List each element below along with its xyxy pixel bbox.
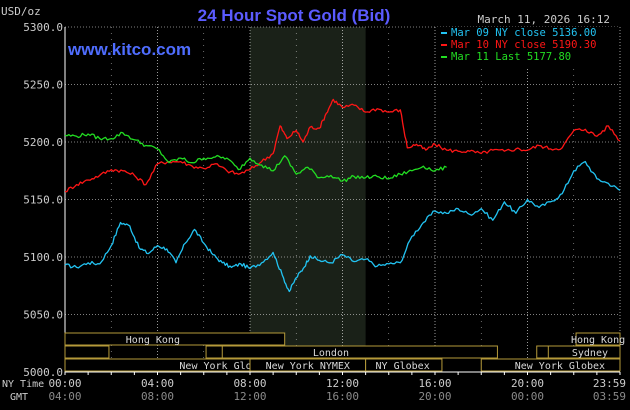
x-tick-label-gmt: 16:00	[326, 390, 359, 403]
series-lines	[64, 98, 621, 293]
x-tick-label-gmt: 08:00	[141, 390, 174, 403]
x-tick-label-ny: 20:00	[511, 377, 544, 390]
timestamp: March 11, 2026 16:12	[478, 13, 610, 26]
legend-label: Mar 09 NY close 5136.00	[451, 27, 596, 39]
x-tick-label-gmt: 03:59	[593, 390, 626, 403]
session-label: New York NYMEX	[266, 361, 350, 372]
y-tick-label: 5200.0	[23, 136, 63, 149]
session-label: New York Globex	[179, 361, 269, 372]
x-axis-labels: 00:00 04:00 08:00 12:00 16:00 20:00 23:5904:00…	[48, 377, 626, 403]
x-axis-gmt-label: GMT	[10, 392, 28, 403]
y-tick-label: 5250.0	[23, 79, 63, 92]
session-box	[547, 345, 621, 359]
session-label: Hong Kong	[571, 335, 625, 346]
series-line	[64, 98, 621, 193]
y-tick-label: 5100.0	[23, 251, 63, 264]
session-label: NY Globex	[376, 361, 430, 372]
y-tick-label: 5000.0	[23, 366, 63, 379]
x-tick-label-gmt: 04:00	[48, 390, 81, 403]
site-watermark: www.kitco.com	[67, 40, 191, 59]
session-label: Hong Kong	[126, 335, 180, 346]
session-box	[221, 345, 498, 359]
nymex-session-shade	[250, 27, 366, 372]
y-tick-label: 5300.0	[23, 21, 63, 34]
series-line	[64, 160, 621, 293]
session-box	[480, 358, 621, 372]
x-tick-label-gmt: 12:00	[233, 390, 266, 403]
session-box	[575, 332, 621, 346]
session-label: Sydney	[572, 348, 608, 359]
x-tick-label-ny: 04:00	[141, 377, 174, 390]
x-tick-label-ny: 12:00	[326, 377, 359, 390]
x-tick-label-gmt: 20:00	[418, 390, 451, 403]
x-tick-label-ny: 08:00	[233, 377, 266, 390]
session-label: London	[313, 348, 349, 359]
x-tick-label-ny: 00:00	[48, 377, 81, 390]
y-axis-labels: 5000.0 5050.0 5100.0 5150.0 5200.0 5250.0 5300…	[23, 21, 63, 379]
x-axis-ny-time-label: NY Time	[2, 379, 44, 390]
x-tick-label-ny: 16:00	[418, 377, 451, 390]
legend-label: Mar 11 Last 5177.80	[451, 51, 571, 63]
y-tick-label: 5050.0	[23, 309, 63, 322]
legend-label: Mar 10 NY close 5190.30	[451, 39, 596, 51]
chart-title: 24 Hour Spot Gold (Bid)	[198, 6, 391, 25]
session-label: New York Globex	[515, 361, 605, 372]
x-tick-label-gmt: 00:00	[511, 390, 544, 403]
session-box	[64, 345, 110, 359]
x-tick-label-ny: 23:59	[593, 377, 626, 390]
session-box	[365, 358, 443, 372]
session-box	[64, 332, 286, 346]
y-tick-label: 5150.0	[23, 194, 63, 207]
session-bars: Hong Kong Hong Kong London Sydney New York G…	[64, 332, 625, 372]
series-line	[64, 131, 447, 183]
legend-background	[436, 27, 619, 69]
unit-label: USD/oz	[1, 5, 41, 18]
